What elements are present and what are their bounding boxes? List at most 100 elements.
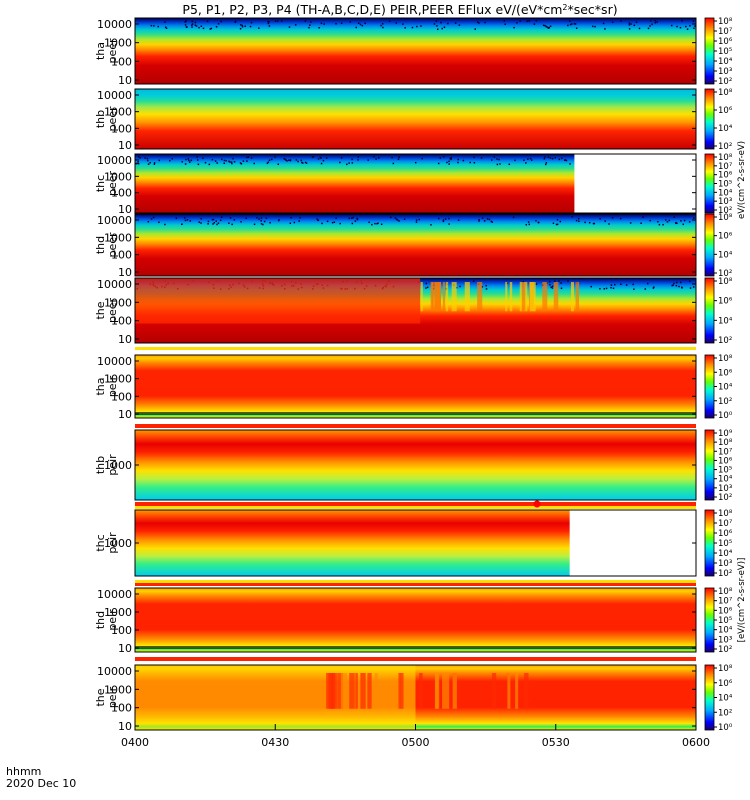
y-tick-label: 10000 (97, 278, 132, 291)
colorbar-tick-label: 10³ (718, 67, 732, 77)
colorbar-tick-label: 10² (718, 206, 732, 216)
noise-speck (216, 162, 218, 164)
disturbance-streak (524, 673, 529, 709)
noise-speck (578, 220, 580, 222)
noise-speck (371, 223, 373, 226)
noise-speck (256, 217, 258, 219)
colorbar-tick-label: 10⁴ (718, 188, 733, 198)
y-tick-label: 10 (118, 139, 132, 152)
y-tick-label: 1000 (104, 459, 132, 472)
colorbar-tick-label: 10⁷ (718, 597, 733, 607)
noise-speck (574, 23, 577, 25)
colorbar-tick-label: 10⁵ (718, 466, 732, 476)
noise-speck (153, 163, 156, 165)
noise-speck (253, 162, 255, 165)
noise-speck (686, 28, 689, 30)
noise-speck (668, 219, 671, 222)
y-tick-label: 10000 (97, 588, 132, 601)
colorbar-tick-label: 10⁶ (718, 232, 733, 242)
noise-speck (283, 158, 286, 160)
noise-speck (565, 159, 568, 162)
colorbar-tick-label: 10⁴ (718, 57, 733, 67)
colorbar (704, 509, 715, 577)
y-tick-label: 1000 (104, 170, 132, 183)
noise-speck (317, 158, 320, 160)
noise-speck (373, 156, 375, 158)
y-tick-label: 1000 (104, 37, 132, 50)
noise-speck (320, 157, 322, 160)
sep-stripe-1 (135, 424, 696, 428)
noise-speck (268, 159, 271, 161)
disturbance-streak (542, 282, 548, 312)
noise-speck (426, 286, 429, 289)
colorbar-tick-label: 10⁶ (718, 297, 733, 307)
noise-speck (522, 281, 525, 283)
noise-speck (544, 156, 546, 158)
noise-speck (629, 222, 632, 224)
noise-speck (675, 284, 678, 287)
noise-speck (202, 157, 204, 159)
panel-frame (134, 277, 697, 344)
noise-speck (339, 222, 341, 225)
noise-speck (188, 159, 190, 162)
y-tick-label: 10000 (97, 665, 132, 678)
disturbance-streak (445, 673, 450, 709)
noise-speck (676, 25, 678, 28)
noise-speck (437, 162, 440, 165)
noise-speck (442, 219, 445, 221)
colorbar-tick-label: 10⁴ (718, 250, 733, 260)
noise-speck (469, 161, 471, 164)
noise-speck (484, 21, 486, 24)
noise-speck (246, 156, 248, 159)
panel-thb-peer: 10 100 1000 10000 thbpeer 10² 10⁴ 10⁶ 10⁸ (94, 88, 733, 152)
noise-speck (184, 21, 187, 23)
noise-speck (564, 159, 567, 161)
noise-speck (253, 223, 256, 226)
noise-speck (231, 223, 233, 226)
noise-speck (415, 221, 418, 223)
noise-speck (446, 161, 448, 164)
noise-speck (693, 217, 695, 219)
noise-speck (457, 158, 460, 161)
noise-speck (171, 158, 173, 160)
noise-speck (569, 163, 571, 165)
disturbance-streak (337, 673, 344, 709)
noise-speck (305, 162, 308, 164)
noise-speck (382, 26, 384, 29)
noise-speck (658, 223, 661, 226)
noise-speck (228, 160, 230, 163)
noise-speck (186, 219, 189, 221)
noise-speck (191, 26, 193, 28)
noise-speck (528, 223, 530, 226)
noise-speck (493, 156, 496, 158)
colorbar-tick-label: 10⁴ (718, 549, 733, 559)
noise-speck (486, 218, 489, 220)
colorbar-tick-label: 10³ (718, 635, 732, 645)
noise-speck (318, 27, 320, 29)
noise-speck (348, 217, 351, 220)
noise-speck (229, 161, 231, 163)
noise-speck (181, 223, 183, 226)
noise-speck (288, 159, 290, 161)
colorbar (704, 429, 715, 501)
noise-speck (662, 223, 664, 226)
noise-speck (555, 223, 558, 226)
noise-speck (558, 158, 561, 161)
noise-speck (349, 21, 352, 23)
noise-speck (620, 20, 622, 22)
disturbance-streak (523, 282, 528, 312)
noise-speck (212, 223, 214, 225)
colorbar-tick-label: 10² (718, 493, 732, 503)
noise-speck (558, 280, 560, 282)
noise-speck (649, 20, 652, 22)
noise-speck (187, 158, 190, 160)
noise-speck (213, 221, 216, 224)
noise-speck (335, 22, 337, 25)
noise-speck (274, 156, 276, 158)
noise-speck (591, 25, 594, 28)
noise-speck (675, 222, 677, 225)
colorbar-tick-label: 10⁶ (718, 368, 733, 378)
noise-speck (277, 163, 280, 165)
noise-speck (184, 163, 187, 165)
noise-speck (375, 158, 377, 160)
